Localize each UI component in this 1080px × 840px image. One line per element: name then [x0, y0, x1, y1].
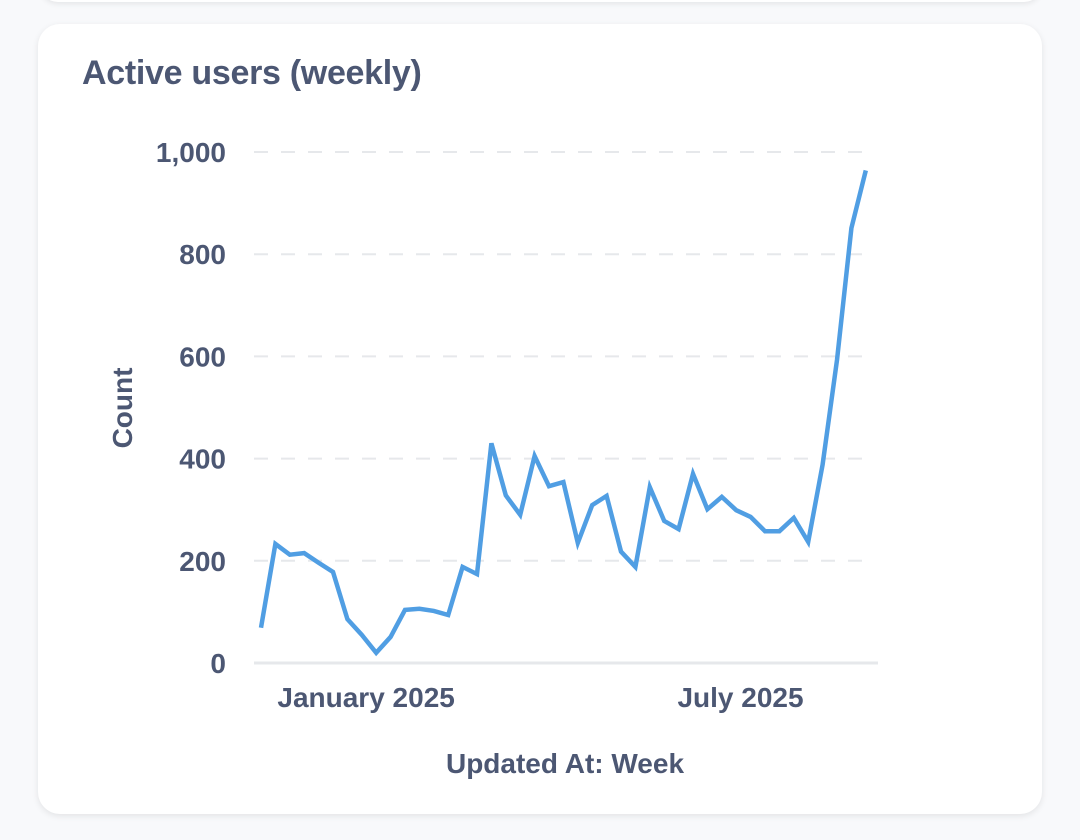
data-point[interactable] [716, 491, 728, 503]
gridlines [254, 151, 868, 562]
x-axis-ticks: January 2025 July 2025 [277, 682, 803, 713]
y-tick-label: 1,000 [156, 137, 226, 168]
data-point[interactable] [442, 609, 454, 621]
data-point[interactable] [788, 512, 800, 524]
data-point[interactable] [730, 504, 742, 516]
previous-card-edge [40, 0, 1042, 2]
data-point[interactable] [629, 561, 641, 573]
data-point[interactable] [673, 523, 685, 535]
data-point[interactable] [356, 629, 368, 641]
data-point[interactable] [773, 525, 785, 537]
data-point[interactable] [817, 459, 829, 471]
data-point[interactable] [428, 605, 440, 617]
data-point[interactable] [601, 490, 613, 502]
y-axis-title: Count [107, 368, 138, 449]
y-tick-label: 800 [179, 239, 226, 270]
data-point[interactable] [457, 561, 469, 573]
x-tick-label: January 2025 [277, 682, 454, 713]
data-point[interactable] [284, 549, 296, 561]
x-axis-title: Updated At: Week [446, 748, 684, 779]
data-point[interactable] [701, 503, 713, 515]
data-point[interactable] [341, 613, 353, 625]
data-point[interactable] [845, 222, 857, 234]
data-point[interactable] [745, 511, 757, 523]
y-axis-ticks: 0 200 400 600 800 1,000 [156, 137, 226, 679]
data-point[interactable] [529, 450, 541, 462]
data-point[interactable] [802, 536, 814, 548]
data-point[interactable] [399, 604, 411, 616]
card-title[interactable]: Active users (weekly) [82, 54, 422, 92]
data-point[interactable] [269, 538, 281, 550]
series-line[interactable] [258, 169, 868, 657]
data-point[interactable] [471, 568, 483, 580]
y-tick-label: 0 [210, 648, 226, 679]
data-point[interactable] [413, 603, 425, 615]
data-point[interactable] [831, 354, 843, 366]
y-tick-label: 600 [179, 341, 226, 372]
data-point[interactable] [586, 499, 598, 511]
series-group [255, 164, 872, 659]
data-point[interactable] [370, 647, 382, 659]
data-point[interactable] [500, 489, 512, 501]
data-point[interactable] [572, 537, 584, 549]
data-point[interactable] [759, 525, 771, 537]
y-tick-label: 400 [179, 444, 226, 475]
data-point[interactable] [255, 622, 267, 634]
data-point[interactable] [658, 515, 670, 527]
x-tick-label: July 2025 [677, 682, 803, 713]
data-point[interactable] [557, 476, 569, 488]
y-tick-label: 200 [179, 546, 226, 577]
data-point[interactable] [514, 509, 526, 521]
data-point[interactable] [313, 557, 325, 569]
data-point[interactable] [543, 480, 555, 492]
data-point[interactable] [327, 566, 339, 578]
data-point[interactable] [860, 164, 872, 176]
data-point[interactable] [485, 437, 497, 449]
data-point[interactable] [615, 546, 627, 558]
chart-card: Active users (weekly) [38, 24, 1042, 814]
data-point[interactable] [687, 468, 699, 480]
data-point[interactable] [385, 631, 397, 643]
data-point[interactable] [298, 547, 310, 559]
data-point[interactable] [644, 481, 656, 493]
